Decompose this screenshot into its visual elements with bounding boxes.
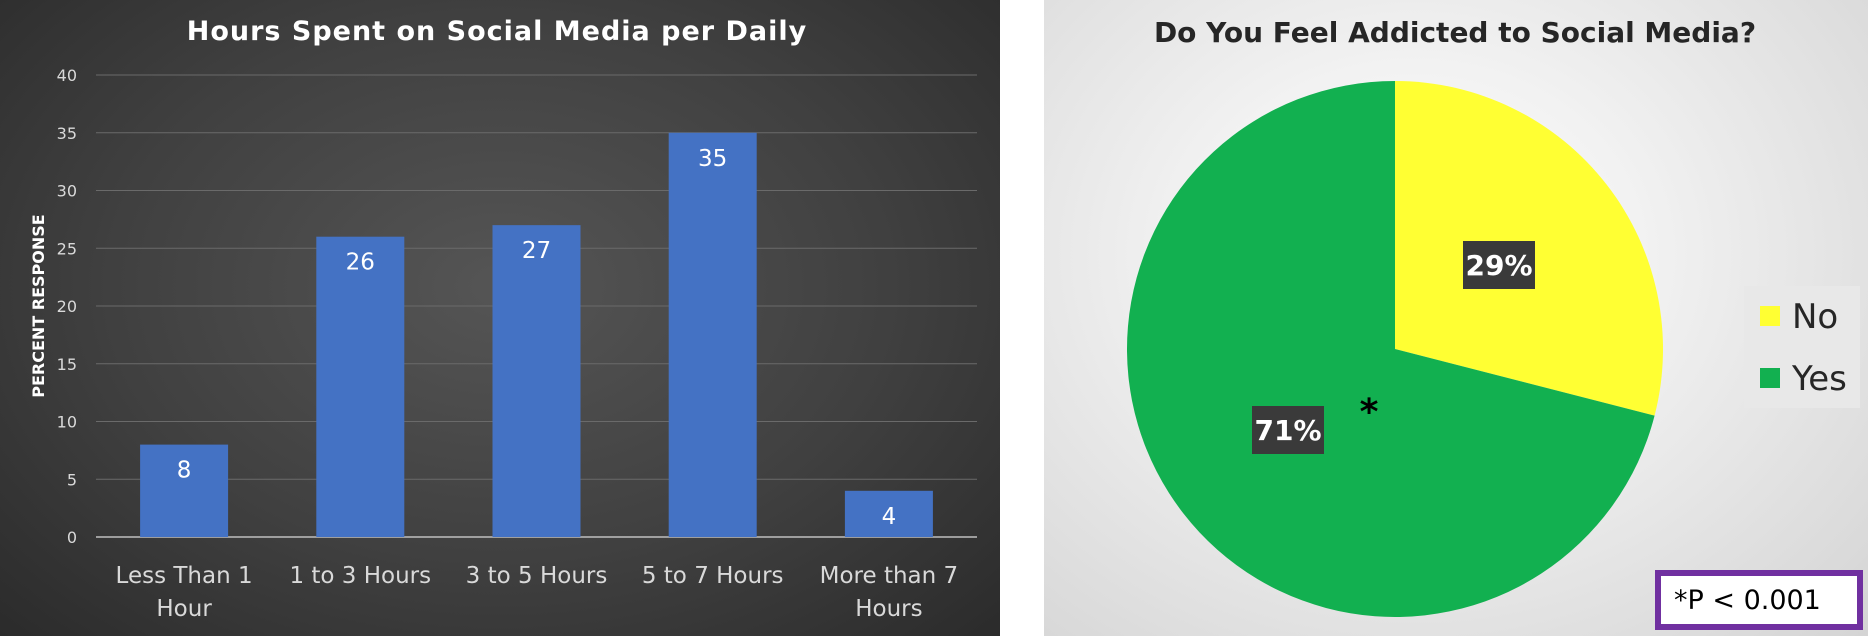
y-tick-label: 0 bbox=[67, 528, 77, 547]
bar-data-label: 8 bbox=[177, 458, 192, 484]
y-tick-label: 25 bbox=[57, 239, 77, 258]
pie-slice-yes bbox=[1127, 81, 1655, 617]
y-tick-label: 30 bbox=[57, 182, 77, 201]
bar-data-label: 4 bbox=[882, 504, 897, 530]
x-category-label: More than 7 Hours bbox=[820, 563, 959, 622]
slice-data-label: 71% bbox=[1254, 414, 1321, 447]
p-value-note-text: *P < 0.001 bbox=[1674, 585, 1821, 616]
bar-chart-title: Hours Spent on Social Media per Daily bbox=[187, 16, 808, 47]
legend: No Yes bbox=[1744, 286, 1860, 408]
bar-chart-y-axis-label: PERCENT RESPONSE bbox=[29, 214, 48, 397]
x-category-label: 1 to 3 Hours bbox=[289, 563, 431, 589]
p-value-note-box bbox=[1655, 570, 1863, 630]
legend-label-yes: Yes bbox=[1791, 359, 1847, 399]
slice-label-box bbox=[1252, 406, 1324, 454]
y-tick-label: 5 bbox=[67, 470, 77, 489]
legend-swatch-yes bbox=[1760, 368, 1780, 388]
y-tick-label: 15 bbox=[57, 355, 77, 374]
bar-chart: Hours Spent on Social Media per Daily PE… bbox=[29, 16, 977, 622]
bar-data-label: 35 bbox=[698, 146, 727, 172]
bar-data-label: 27 bbox=[522, 238, 551, 264]
slice-label-box bbox=[1463, 241, 1535, 289]
p-value-note: *P < 0.001 bbox=[1655, 570, 1863, 630]
bar-chart-panel: Hours Spent on Social Media per Daily PE… bbox=[0, 0, 1000, 636]
y-tick-label: 40 bbox=[57, 66, 77, 85]
y-tick-label: 20 bbox=[57, 297, 77, 316]
pie-chart: Do You Feel Addicted to Social Media? 29… bbox=[1127, 16, 1863, 630]
bar-data-label: 26 bbox=[346, 250, 375, 276]
pie-chart-title: Do You Feel Addicted to Social Media? bbox=[1154, 16, 1756, 49]
significance-asterisk: * bbox=[1360, 392, 1379, 433]
bar bbox=[668, 132, 757, 537]
x-category-label: 5 to 7 Hours bbox=[642, 563, 784, 589]
x-category-label: 3 to 5 Hours bbox=[466, 563, 608, 589]
y-tick-label: 10 bbox=[57, 413, 77, 432]
bar bbox=[140, 444, 229, 537]
bar bbox=[844, 490, 933, 537]
y-tick-label: 35 bbox=[57, 124, 77, 143]
x-category-label: Less Than 1 Hour bbox=[116, 563, 253, 622]
bar bbox=[316, 236, 405, 537]
slice-data-label: 29% bbox=[1465, 249, 1532, 282]
pie-chart-panel: Do You Feel Addicted to Social Media? 29… bbox=[1044, 0, 1868, 636]
legend-label-no: No bbox=[1792, 297, 1838, 337]
legend-swatch-no bbox=[1760, 306, 1780, 326]
bar bbox=[492, 225, 581, 537]
